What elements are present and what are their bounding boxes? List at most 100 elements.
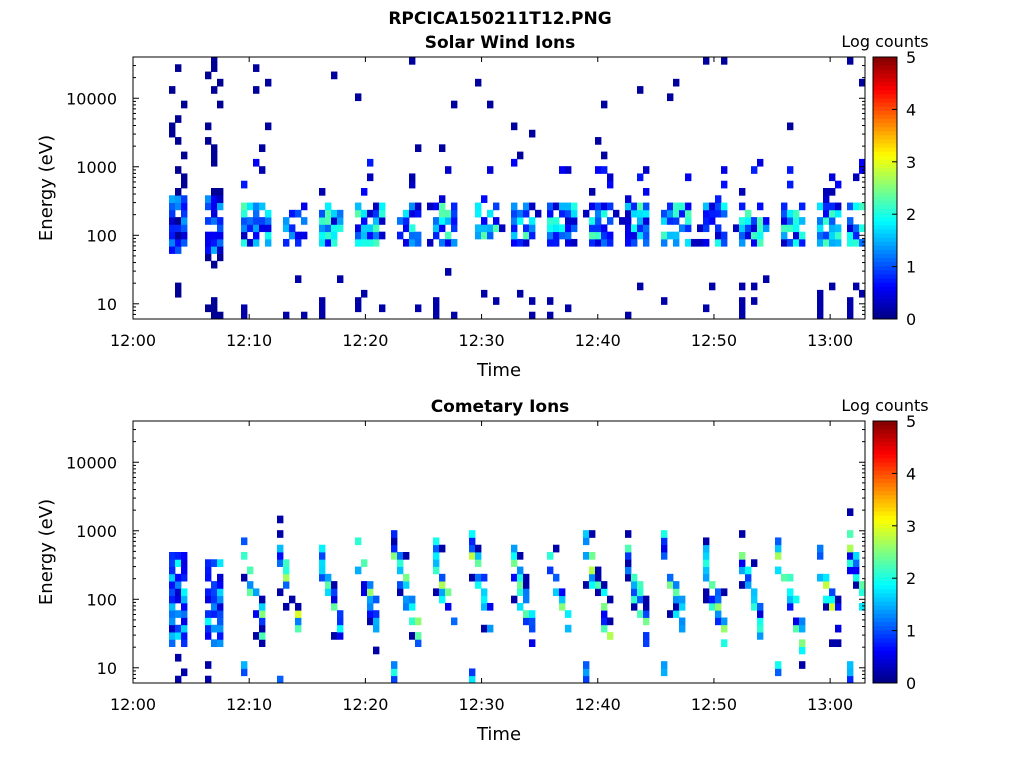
spectrogram-cell (739, 238, 746, 247)
spectrogram-cell (553, 202, 560, 211)
spectrogram-cell (565, 217, 572, 225)
spectrogram-cell (181, 602, 188, 611)
spectrogram-cell (439, 588, 446, 597)
spectrogram-cell (205, 238, 212, 247)
spectrogram-cell (643, 188, 650, 196)
spectrogram-cell (781, 231, 788, 240)
spectrogram-cell (751, 166, 758, 174)
spectrogram-cell (823, 581, 830, 589)
axis-ticks: 12:00 12:10 12:20 12:30 12:40 12:50 13:00 10 100… (66, 420, 865, 714)
spectrogram-cell (859, 202, 866, 211)
spectrogram-cell (739, 202, 746, 211)
x-tick-label: 12:40 (575, 331, 621, 350)
spectrogram-cell (211, 595, 218, 604)
spectrogram-cell (589, 552, 596, 560)
colorbar-step (873, 261, 897, 267)
colorbar-step (873, 621, 897, 627)
spectrogram-cell (169, 122, 176, 131)
spectrogram-cell (469, 530, 476, 538)
spectrogram-cell (703, 544, 710, 553)
spectrogram-cell (217, 217, 224, 225)
spectrogram-cell (661, 544, 668, 553)
spectrogram-cell (181, 624, 188, 633)
colorbar-step (873, 670, 897, 676)
spectrogram-cell (595, 573, 602, 582)
spectrogram-cell (253, 610, 260, 618)
y-tick-label: 1000 (76, 158, 117, 177)
spectrogram-cell (253, 202, 260, 211)
x-tick-label: 12:30 (459, 331, 505, 350)
spectrogram-cell (589, 231, 596, 240)
spectrogram-cell (205, 610, 212, 618)
spectrogram-cell (643, 231, 650, 240)
spectrogram-cell (259, 217, 266, 225)
colorbar-step (873, 650, 897, 655)
spectrogram-cell (211, 311, 218, 320)
spectrogram-cell (319, 311, 326, 320)
colorbar-tick-label: 2 (906, 569, 916, 588)
spectrogram-cell (175, 581, 182, 589)
spectrogram-cell (175, 282, 182, 291)
spectrogram-cell (475, 552, 482, 560)
spectrogram-cell (853, 566, 860, 575)
spectrogram-cell (337, 224, 344, 233)
spectrogram-cell (487, 100, 494, 109)
spectrogram-cell (277, 675, 284, 684)
colorbar-step (873, 629, 897, 635)
spectrogram-cell (829, 231, 836, 240)
colorbar-tick-label: 4 (906, 464, 916, 483)
colorbar-step (873, 474, 897, 479)
spectrogram-cell (715, 231, 722, 240)
spectrogram-cell (319, 559, 326, 567)
spectrogram-cell (847, 661, 854, 669)
spectrogram-cell (799, 624, 806, 633)
colorbar-step (873, 425, 897, 430)
spectrogram-cell (331, 602, 338, 611)
spectrogram-cell (175, 559, 182, 567)
colorbar-step (873, 77, 897, 83)
colorbar-step (873, 85, 897, 91)
spectrogram-cell (169, 231, 176, 240)
spectrogram-cell (253, 217, 260, 225)
spectrogram-cell (793, 224, 800, 233)
spectrogram-cell (481, 231, 488, 240)
spectrogram-cell (475, 559, 482, 567)
spectrogram-cell (679, 624, 686, 633)
spectrogram-cell (205, 617, 212, 626)
spectrogram-cell (607, 173, 614, 182)
spectrogram-cell (751, 224, 758, 233)
spectrogram-cell (517, 588, 524, 597)
spectrogram-cell (379, 202, 386, 211)
spectrogram-cell (217, 639, 224, 648)
spectrogram-cell (367, 617, 374, 626)
spectrogram-cell (481, 224, 488, 233)
spectrogram-cell (391, 675, 398, 684)
spectrogram-cell (847, 57, 854, 65)
spectrogram-cell (217, 100, 224, 109)
spectrogram-cell (523, 610, 530, 618)
spectrogram-cell (517, 552, 524, 560)
spectrogram-cell (325, 202, 332, 211)
spectrogram-cell (835, 595, 842, 604)
spectrogram-cell (583, 661, 590, 669)
spectrogram-cell (709, 217, 716, 225)
spectrogram-cell (679, 202, 686, 211)
spectrogram-cell (757, 217, 764, 225)
spectrogram-cell (817, 297, 824, 305)
colorbar-step (873, 253, 897, 259)
spectrogram-cell (283, 217, 290, 225)
y-axis-label: Energy (eV) (36, 499, 57, 605)
spectrogram-cell (241, 304, 248, 313)
spectrogram-cell (289, 595, 296, 604)
spectrogram-cell (859, 588, 866, 597)
spectrogram-cell (499, 224, 506, 233)
spectrogram-cell (175, 166, 182, 174)
spectrogram-cell (451, 238, 458, 247)
spectrogram-cell (661, 537, 668, 546)
spectrogram-cell (721, 624, 728, 633)
spectrogram-cell (661, 297, 668, 305)
spectrogram-cell (289, 209, 296, 218)
spectrogram-cell (259, 610, 266, 618)
spectrogram-cell (175, 289, 182, 298)
spectrogram-cell (625, 544, 632, 553)
